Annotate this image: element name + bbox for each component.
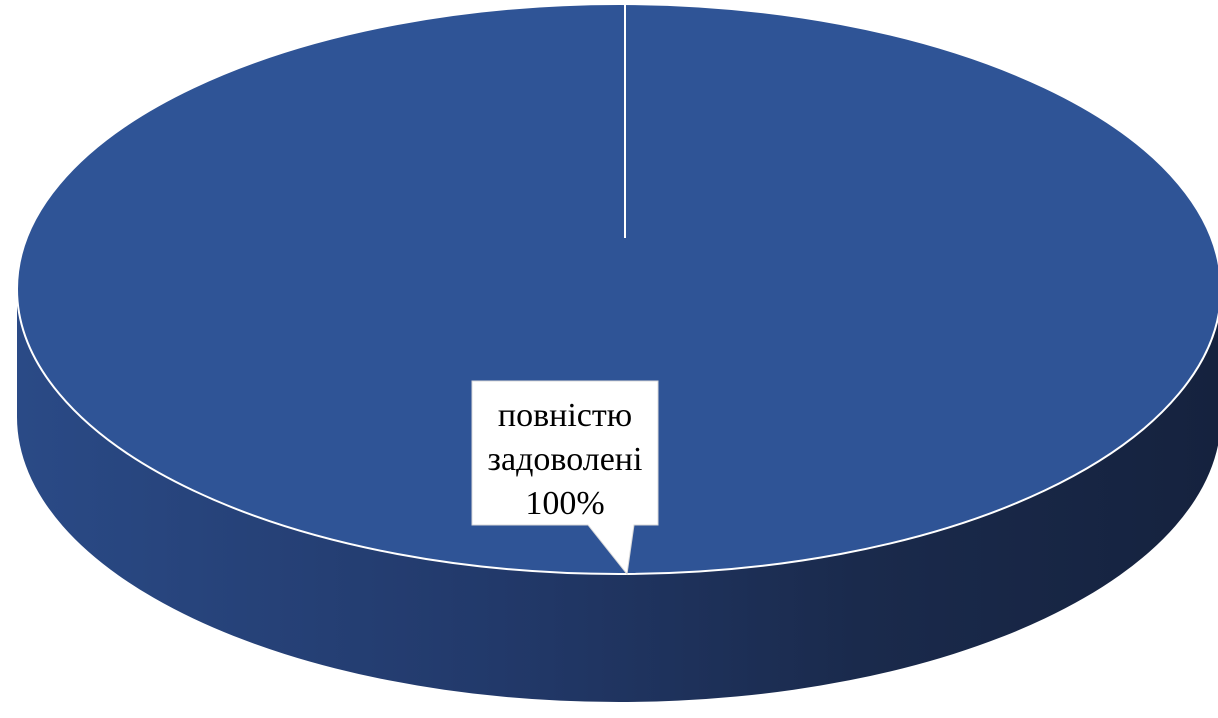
data-label-percent: 100%: [525, 485, 604, 522]
pie-slices: [16, 3, 1218, 702]
data-label-category-line2: задоволені: [488, 441, 643, 478]
data-label-category-line1: повністю: [498, 397, 632, 434]
data-label-callout: [471, 380, 659, 576]
data-labels: повністю задоволені 100%: [471, 380, 659, 576]
pie-slice-side: [17, 289, 1218, 702]
pie-slice-top: [16, 3, 1218, 575]
